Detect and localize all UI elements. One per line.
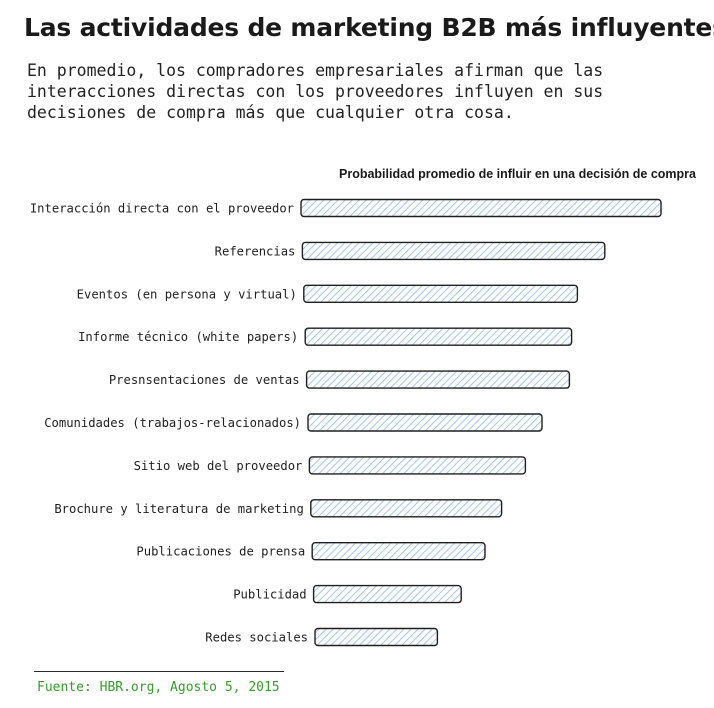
bar-0: [300, 198, 662, 218]
category-label-10: Redes sociales: [205, 631, 308, 645]
bar-3: [304, 327, 573, 346]
bar-7: [310, 499, 503, 518]
bar-10: [314, 627, 439, 647]
category-label-7: Brochure y literatura de marketing: [54, 502, 303, 516]
category-label-5: Comunidades (trabajos-relacionados): [44, 416, 301, 430]
footer-divider: [34, 671, 284, 672]
category-label-1: Referencias: [215, 244, 296, 258]
source-note: Fuente: HBR.org, Agosto 5, 2015: [37, 680, 280, 695]
bars-group: [300, 198, 662, 647]
category-label-9: Publicidad: [233, 588, 306, 602]
category-label-3: Informe técnico (white papers): [78, 330, 298, 344]
chart-heading: Probabilidad promedio de influir en una …: [339, 167, 697, 181]
bar-9: [312, 584, 462, 604]
bar-5: [307, 413, 543, 432]
category-label-4: Presnsentaciones de ventas: [109, 373, 300, 387]
category-label-8: Publicaciones de prensa: [136, 545, 305, 559]
category-label-6: Sitio web del proveedor: [134, 459, 303, 473]
chart-title: Las actividades de marketing B2B más inf…: [24, 13, 714, 42]
bar-6: [308, 456, 527, 475]
chart-subtitle: En promedio, los compradores empresarial…: [27, 61, 604, 122]
category-labels-group: Interacción directa con el proveedor Refe…: [30, 202, 308, 645]
category-label-2: Eventos (en persona y virtual): [77, 287, 297, 301]
bar-1: [301, 241, 606, 261]
category-label-0: Interacción directa con el proveedor: [30, 202, 294, 216]
bar-8: [311, 542, 486, 561]
bar-4: [305, 370, 571, 389]
bar-2: [303, 284, 579, 303]
